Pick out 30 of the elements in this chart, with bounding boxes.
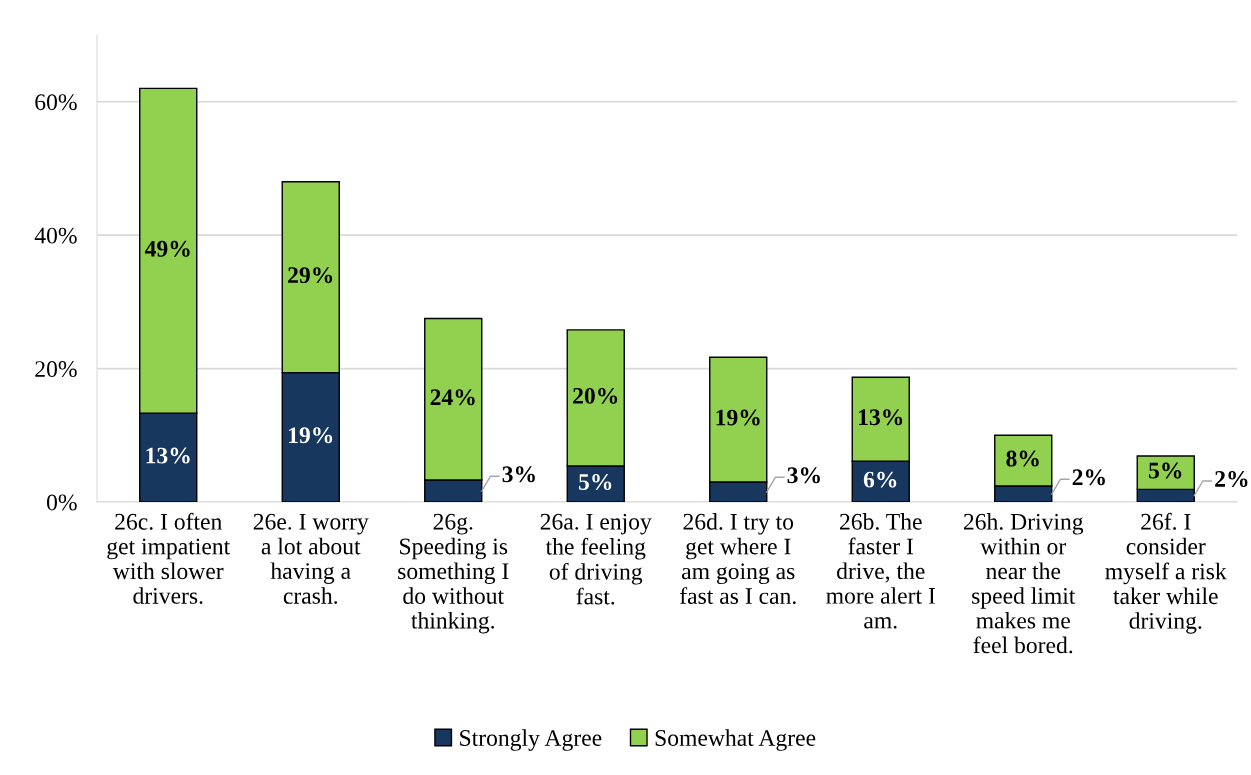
data-label: 13% <box>859 409 903 426</box>
data-label: 5% <box>1148 462 1182 479</box>
data-label: 29% <box>288 267 333 284</box>
x-tick-label: 26a. I enjoy the feeling of driving fast. <box>540 513 652 605</box>
data-label: 13% <box>146 447 190 464</box>
x-tick-label: 26g. Speeding is something I do without thinking. <box>398 513 509 634</box>
x-tick-label: 26e. I worry a lot about having a crash. <box>253 513 369 604</box>
x-tick-label: 26f. I consider myself a risk taker while driving. <box>1105 512 1227 634</box>
data-label: 3% <box>787 467 820 484</box>
data-label: 19% <box>289 427 333 444</box>
x-tick-label: 26c. I often get impatient with slower drivers. <box>107 512 231 604</box>
x-tick-label: 26d. I try to get where I am going as fast as I can. <box>679 513 796 605</box>
data-label: 49% <box>144 240 190 257</box>
data-label: 19% <box>716 409 760 426</box>
data-label: 3% <box>502 466 535 483</box>
data-label: 20% <box>573 387 618 404</box>
legend-label: Somewhat Agree <box>655 729 816 751</box>
y-tick-label: 20% <box>35 361 77 378</box>
data-label: 5% <box>578 473 612 490</box>
y-tick-label: 0% <box>46 494 77 511</box>
data-label: 2% <box>1072 469 1105 486</box>
legend-label: Strongly Agree <box>460 729 602 751</box>
x-tick-label: 26b. The faster I drive, the more alert I am. <box>826 513 935 629</box>
data-label: 8% <box>1006 450 1039 467</box>
data-label: 2% <box>1215 470 1248 487</box>
y-tick-label: 60% <box>35 94 77 111</box>
data-label: 24% <box>430 389 475 406</box>
data-label: 6% <box>863 471 897 488</box>
y-tick-label: 40% <box>34 227 77 244</box>
x-tick-label: 26h. Driving within or near the speed limit makes me feel bored. <box>963 513 1084 654</box>
